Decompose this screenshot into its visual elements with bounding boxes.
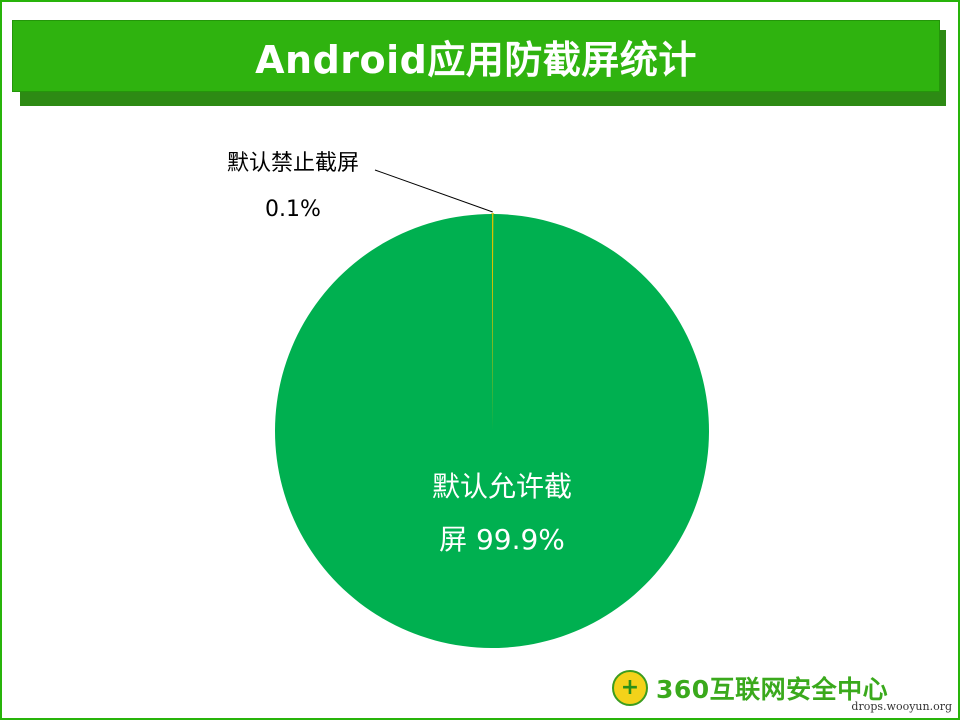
label-allow-name: 默认允许截	[432, 470, 572, 503]
label-disallow-percent: 0.1%	[265, 197, 321, 222]
title-bar: Android应用防截屏统计	[12, 20, 940, 92]
logo-text: 360互联网安全中心	[656, 675, 889, 704]
label-allow-percent: 屏 99.9%	[439, 523, 565, 556]
watermark: drops.wooyun.org	[851, 700, 952, 713]
pie-slices	[275, 213, 710, 649]
logo-360: 360互联网安全中心	[612, 668, 888, 708]
page-title: Android应用防截屏统计	[255, 37, 697, 82]
pie-slice-2	[275, 214, 710, 649]
360-emblem-icon	[612, 670, 648, 706]
pie-slice-1	[491, 213, 495, 432]
leader-line	[374, 169, 493, 213]
label-disallow-name: 默认禁止截屏	[227, 151, 359, 176]
